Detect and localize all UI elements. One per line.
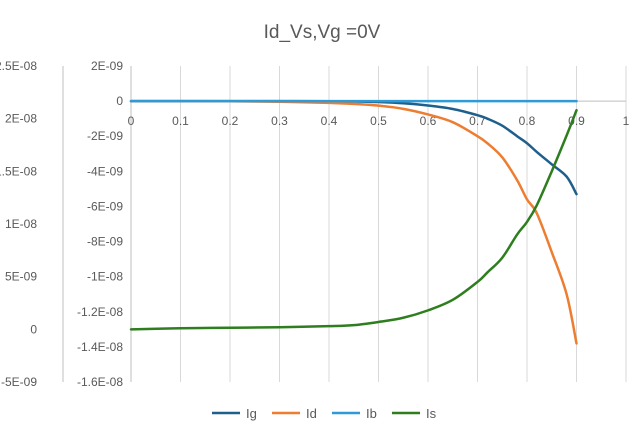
secondary-y-tick-label: 2.5E-08 (0, 59, 37, 73)
x-tick-label: 0.2 (222, 114, 239, 128)
primary-y-tick-label: -2E-09 (87, 129, 123, 143)
primary-y-tick-label: -1.4E-08 (77, 340, 123, 354)
axes: 2.5E-08 2E-08 1.5E-08 1E-08 5E-09 0 -5E-09 2E-0… (0, 59, 630, 389)
x-tick-label: 0.8 (519, 114, 536, 128)
legend-label-ib: Ib (366, 406, 377, 421)
chart-title: Id_Vs,Vg =0V (264, 22, 381, 43)
x-tick-label: 0.4 (321, 114, 338, 128)
secondary-y-tick-label: -5E-09 (1, 375, 37, 389)
x-tick-label: 0 (128, 114, 135, 128)
primary-y-tick-label: 0 (116, 94, 123, 108)
x-tick-label: 1 (623, 114, 630, 128)
x-tick-label: 0.1 (172, 114, 189, 128)
x-tick-label: 0.3 (271, 114, 288, 128)
secondary-y-tick-label: 1.5E-08 (0, 164, 37, 178)
secondary-y-tick-label: 2E-08 (5, 112, 37, 126)
series-line-is (129, 108, 578, 331)
legend-label-is: Is (426, 406, 437, 421)
series-lines (129, 99, 578, 345)
primary-y-tick-label: -8E-09 (87, 235, 123, 249)
secondary-y-tick-label: 0 (30, 322, 37, 336)
legend: Ig Id Ib Is (212, 406, 437, 421)
secondary-y-tick-label: 5E-09 (5, 270, 37, 284)
primary-y-tick-label: -1E-08 (87, 270, 123, 284)
legend-label-ig: Ig (246, 406, 257, 421)
secondary-y-tick-label: 1E-08 (5, 217, 37, 231)
primary-y-tick-label: -1.2E-08 (77, 305, 123, 319)
x-tick-label: 0.6 (420, 114, 437, 128)
gridlines (130, 66, 627, 382)
primary-y-tick-label: -1.6E-08 (77, 375, 123, 389)
legend-label-id: Id (306, 406, 317, 421)
primary-y-tick-label: -4E-09 (87, 164, 123, 178)
x-tick-label: 0.5 (370, 114, 387, 128)
primary-y-tick-label: 2E-09 (91, 59, 123, 73)
primary-y-tick-label: -6E-09 (87, 199, 123, 213)
